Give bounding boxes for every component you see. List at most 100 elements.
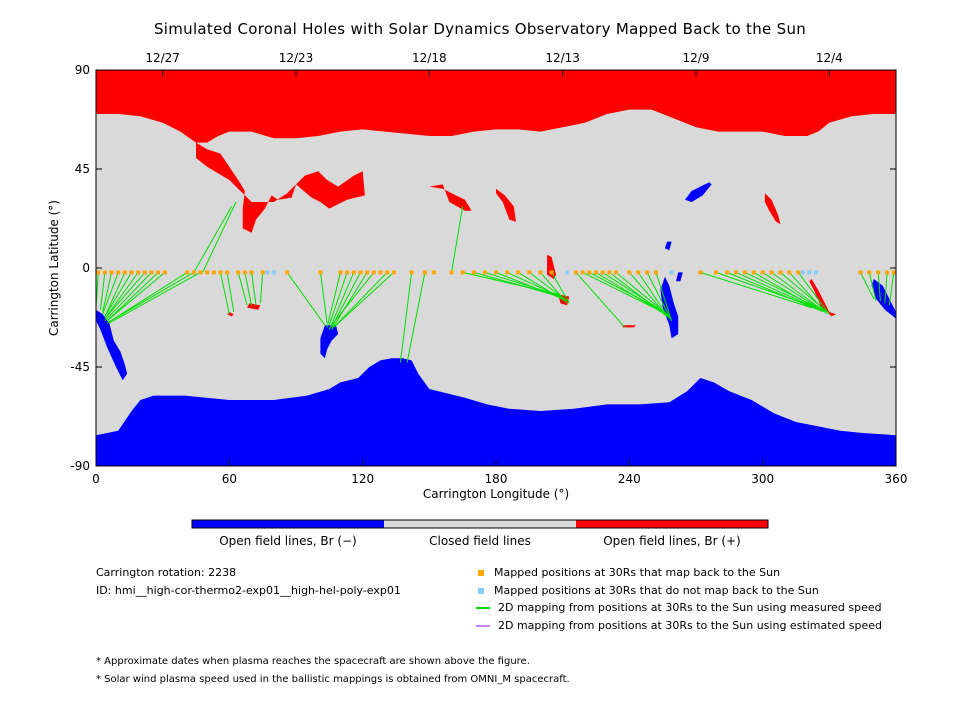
date-tick-label: 12/13 bbox=[545, 51, 580, 65]
legend-item-measured-speed: 2D mapping from positions at 30Rs to the… bbox=[476, 601, 882, 615]
legend-item-mapped: Mapped positions at 30Rs that map back t… bbox=[476, 566, 780, 580]
carrington-rotation-text: Carrington rotation: 2238 bbox=[96, 566, 237, 579]
measured-speed-mapping-line bbox=[744, 271, 823, 311]
mapped-point bbox=[594, 270, 598, 275]
measured-speed-mapping-line bbox=[655, 272, 673, 321]
measured-speed-mapping-line bbox=[251, 272, 257, 306]
mapped-point bbox=[391, 270, 396, 275]
measured-speed-mapping-line bbox=[859, 272, 875, 300]
positive-coronal-hole-patch bbox=[196, 142, 365, 233]
measured-speed-mapping-line bbox=[771, 271, 826, 313]
measured-speed-mapping-line bbox=[331, 272, 375, 326]
measured-speed-mapping-line bbox=[609, 272, 668, 317]
measured-speed-mapping-line bbox=[104, 272, 126, 317]
mapped-point bbox=[614, 270, 618, 275]
mapped-point bbox=[378, 270, 383, 275]
mapped-point bbox=[102, 270, 107, 275]
mapped-point bbox=[654, 270, 658, 275]
y-tick-label: 45 bbox=[75, 162, 90, 176]
date-tick-label: 12/18 bbox=[412, 51, 447, 65]
not-mapped-point bbox=[807, 270, 812, 275]
colorbar-frame bbox=[191, 519, 769, 529]
measured-speed-mapping-line bbox=[102, 272, 119, 315]
y-tick-label: 90 bbox=[75, 63, 90, 77]
date-tick-label: 12/9 bbox=[683, 51, 710, 65]
axis-ticks: 0 60 120 180 240 300 360 90 45 0 -45 -90 12/27 12/23 1… bbox=[70, 51, 907, 486]
measured-speed-mapping-line bbox=[226, 272, 235, 313]
mapped-point bbox=[778, 270, 783, 275]
colorbar-label-open-negative: Open field lines, Br (−) bbox=[219, 534, 357, 548]
measured-speed-mapping-line bbox=[517, 271, 566, 302]
measured-speed-mapping-line bbox=[331, 272, 361, 328]
mapped-points-layer bbox=[96, 270, 896, 275]
measured-speed-mapping-line bbox=[259, 272, 264, 304]
mapped-point bbox=[714, 270, 718, 275]
mapped-point bbox=[538, 270, 543, 275]
measured-speed-mapping-line bbox=[193, 206, 232, 273]
measured-speed-mapping-line bbox=[506, 271, 566, 300]
mapped-point bbox=[587, 270, 592, 275]
measured-speed-mapping-line bbox=[735, 271, 821, 311]
measured-speed-mapping-line bbox=[797, 272, 830, 315]
footnote-dates: * Approximate dates when plasma reaches … bbox=[96, 656, 530, 667]
measured-speed-mapping-line bbox=[484, 271, 563, 298]
mapped-point bbox=[549, 270, 554, 275]
x-tick-label: 60 bbox=[222, 472, 237, 486]
y-tick-label: -45 bbox=[70, 360, 90, 374]
mapped-point bbox=[156, 270, 161, 275]
positive-coronal-hole-patch bbox=[764, 193, 781, 224]
x-tick-label: 0 bbox=[92, 472, 100, 486]
mapping-lines-layer bbox=[96, 201, 895, 363]
mapped-point bbox=[867, 270, 872, 275]
measured-speed-mapping-line bbox=[726, 271, 819, 311]
south-polar-coronal-hole bbox=[96, 358, 896, 466]
measured-speed-mapping-line bbox=[575, 272, 626, 328]
mapped-point bbox=[109, 270, 114, 275]
measured-speed-mapping-line bbox=[106, 271, 195, 324]
date-tick-label: 12/23 bbox=[279, 51, 314, 65]
y-tick-label: -90 bbox=[70, 459, 90, 473]
mapped-point bbox=[431, 270, 436, 275]
measured-speed-mapping-line bbox=[99, 272, 106, 310]
not-mapped-point bbox=[565, 270, 570, 275]
y-axis-label: Carrington Latitude (°) bbox=[47, 200, 61, 336]
mapped-point bbox=[725, 270, 730, 275]
y-tick-label: 0 bbox=[82, 261, 90, 275]
mapped-point bbox=[607, 270, 612, 275]
mapped-point bbox=[876, 270, 881, 275]
mapped-point bbox=[358, 270, 363, 275]
legend-item-estimated-speed: 2D mapping from positions at 30Rs to the… bbox=[476, 619, 882, 633]
mapped-point bbox=[205, 270, 210, 275]
mapped-point bbox=[482, 270, 487, 275]
mapped-point bbox=[580, 270, 585, 275]
green-line-marker-icon bbox=[476, 607, 490, 609]
negative-coronal-hole-patch bbox=[871, 279, 896, 319]
mapped-point bbox=[96, 270, 101, 275]
mapped-point bbox=[734, 270, 738, 275]
measured-speed-mapping-line bbox=[286, 272, 326, 326]
not-mapped-point bbox=[265, 270, 270, 275]
x-tick-label: 240 bbox=[618, 472, 641, 486]
measured-speed-mapping-line bbox=[202, 201, 237, 273]
colorbar-label-closed: Closed field lines bbox=[429, 534, 531, 548]
measured-speed-mapping-line bbox=[451, 206, 464, 273]
measured-speed-mapping-line bbox=[399, 272, 413, 363]
legend-item-not-mapped: Mapped positions at 30Rs that do not map… bbox=[476, 584, 819, 598]
mapped-point bbox=[751, 270, 756, 275]
mapped-point bbox=[191, 270, 196, 275]
negative-coronal-hole-patch bbox=[676, 272, 683, 282]
mapped-point bbox=[516, 270, 521, 275]
measured-speed-mapping-line bbox=[868, 272, 877, 302]
mapped-point bbox=[787, 270, 792, 275]
measured-speed-mapping-line bbox=[333, 272, 388, 328]
map-layer bbox=[96, 70, 896, 466]
mapped-point bbox=[527, 270, 532, 275]
mapped-point bbox=[471, 270, 476, 275]
mapped-point bbox=[211, 270, 216, 275]
mapped-point bbox=[185, 270, 190, 275]
not-mapped-point bbox=[669, 270, 674, 275]
measured-speed-mapping-line bbox=[331, 272, 368, 330]
measured-speed-mapping-line bbox=[104, 272, 132, 317]
positive-coronal-hole-patch bbox=[622, 325, 636, 328]
